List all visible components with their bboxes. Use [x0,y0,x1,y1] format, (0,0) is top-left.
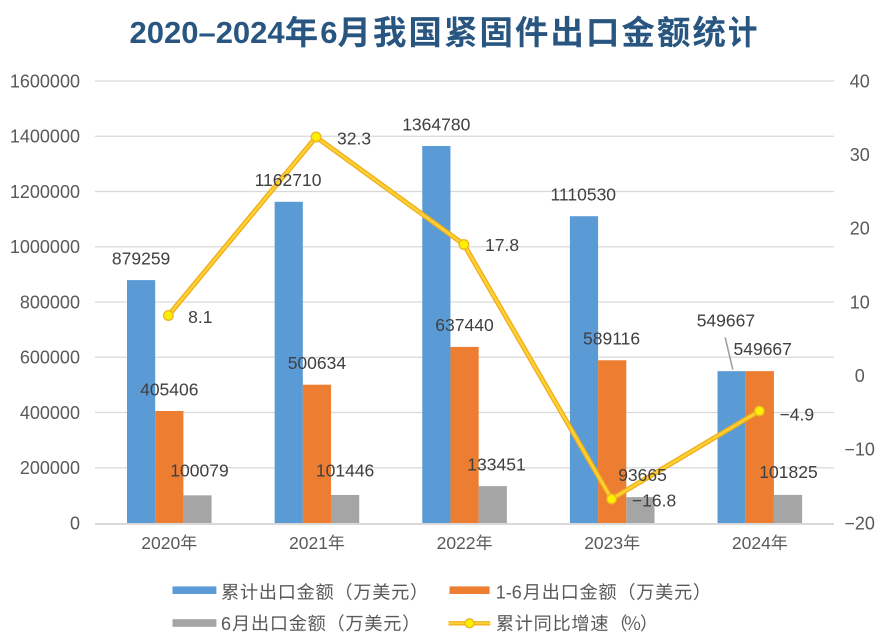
svg-text:2024: 2024 [216,15,286,50]
svg-text:6: 6 [320,15,337,50]
svg-text:0: 0 [855,366,865,386]
svg-text:1400000: 1400000 [10,127,80,147]
svg-text:2021: 2021 [289,533,328,553]
svg-text:−20: −20 [844,513,875,533]
svg-text:8.1: 8.1 [188,307,212,327]
svg-text:405406: 405406 [140,379,198,399]
svg-text:500634: 500634 [288,353,347,373]
svg-text:17.8: 17.8 [485,235,519,255]
svg-text:100079: 100079 [170,461,228,481]
svg-text:20: 20 [850,219,870,239]
svg-text:1600000: 1600000 [10,71,80,91]
svg-text:400000: 400000 [20,403,80,423]
svg-text:0: 0 [70,513,80,533]
svg-text:101825: 101825 [759,462,817,482]
svg-text:1200000: 1200000 [10,182,80,202]
svg-text:637440: 637440 [435,315,494,335]
svg-text:−10: −10 [844,440,875,460]
svg-text:2020: 2020 [130,15,199,50]
svg-text:93665: 93665 [618,465,667,485]
svg-text:1364780: 1364780 [402,114,470,134]
svg-text:600000: 600000 [20,348,80,368]
svg-text:30: 30 [850,145,870,165]
svg-text:40: 40 [850,71,870,91]
svg-text:549667: 549667 [697,311,755,331]
svg-text:1-6: 1-6 [496,583,522,603]
svg-text:1110530: 1110530 [551,185,617,205]
svg-text:1162710: 1162710 [255,170,322,190]
svg-text:589116: 589116 [583,329,640,349]
svg-text:10: 10 [850,292,870,312]
svg-text:200000: 200000 [20,458,80,478]
svg-text:2023: 2023 [584,533,623,553]
svg-text:−4.9: −4.9 [780,405,815,425]
svg-text:–: – [199,15,216,50]
svg-text:549667: 549667 [734,339,792,359]
svg-text:32.3: 32.3 [337,128,371,148]
svg-text:133451: 133451 [467,454,525,474]
svg-text:−16.8: −16.8 [632,491,676,511]
svg-text:879259: 879259 [112,248,170,268]
svg-text:800000: 800000 [20,292,80,312]
svg-text:1000000: 1000000 [10,237,80,257]
svg-text:2024: 2024 [732,533,771,553]
svg-text:2022: 2022 [437,533,476,553]
svg-text:2020: 2020 [141,533,180,553]
svg-text:6: 6 [221,614,231,634]
svg-text:101446: 101446 [316,461,374,481]
